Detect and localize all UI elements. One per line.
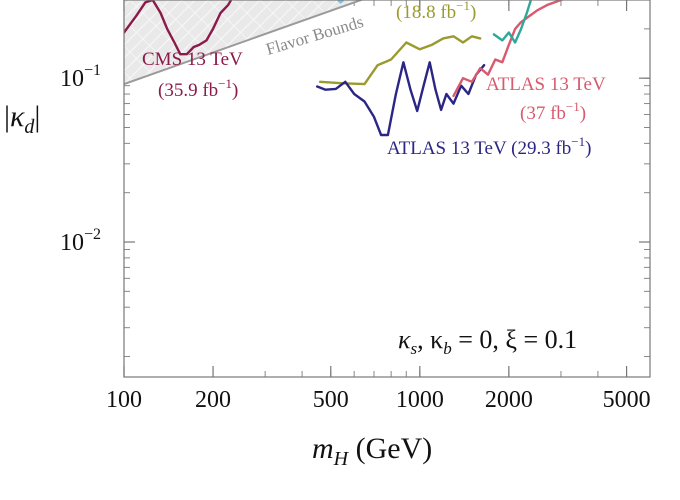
x-tick-label: 200 <box>195 387 231 413</box>
x-tick-labels: 100 200 500 1000 2000 5000 <box>106 387 651 413</box>
flavor-excluded-region <box>124 0 374 85</box>
cms-label: CMS 13 TeV <box>142 49 243 70</box>
olive-lumi-label: (18.8 fb−1) <box>396 0 476 23</box>
olive-18p8-line <box>318 35 482 86</box>
x-tick-label: 100 <box>106 387 142 413</box>
y-axis-label: |κd| <box>4 100 40 138</box>
atlas-29p3-line <box>316 61 486 137</box>
atlas-37-line <box>452 0 565 98</box>
x-tick-label: 5000 <box>603 387 651 413</box>
plot-frame <box>123 0 651 378</box>
x-axis-label: mH (GeV) <box>312 432 432 470</box>
teal-line <box>492 0 533 44</box>
atlas-37-label: ATLAS 13 TeV <box>486 74 606 95</box>
x-tick-label: 500 <box>313 387 349 413</box>
y-tick-label: 10−2 <box>60 226 101 256</box>
cms-13tev-line <box>124 0 233 56</box>
parameters-annotation: κs, κb = 0, ξ = 0.1 <box>398 325 577 358</box>
atlas-29-label: ATLAS 13 TeV (29.3 fb−1) <box>387 134 591 159</box>
x-tick-label: 2000 <box>485 387 533 413</box>
light-blue-line <box>336 0 345 4</box>
x-tick-label: 1000 <box>396 387 444 413</box>
atlas-37-lumi-label: (37 fb−1) <box>520 99 586 124</box>
y-tick-labels: 10−1 10−2 <box>60 62 101 256</box>
flavor-bound-line <box>124 0 365 86</box>
y-tick-label: 10−1 <box>60 62 101 92</box>
cms-lumi-label: (35.9 fb−1) <box>158 76 238 101</box>
